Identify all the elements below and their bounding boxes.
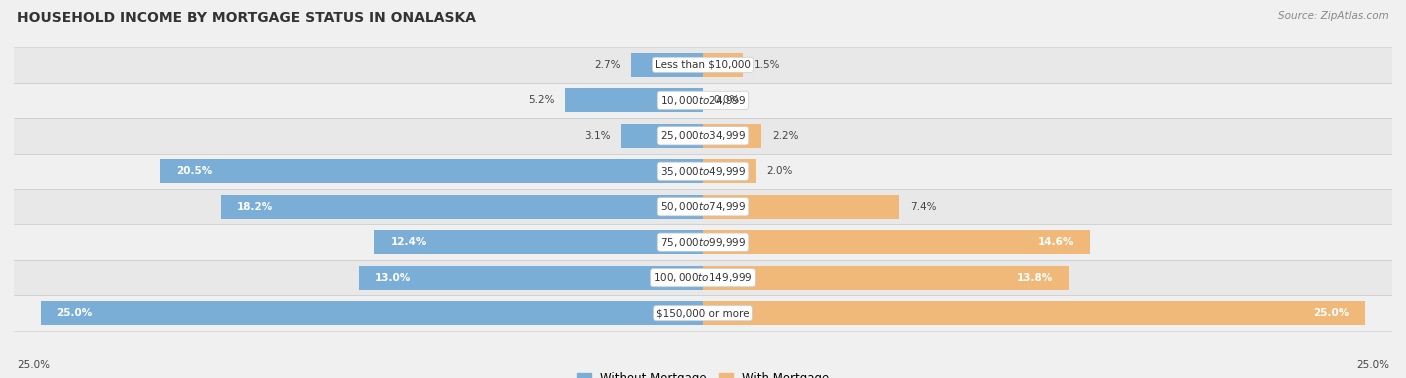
Bar [703,301,1365,325]
Text: 13.0%: 13.0% [374,273,411,283]
Text: 20.5%: 20.5% [176,166,212,176]
Bar [14,189,1392,225]
Bar [359,266,703,290]
Text: 14.6%: 14.6% [1038,237,1074,247]
Text: 2.2%: 2.2% [772,131,799,141]
Text: $10,000 to $24,999: $10,000 to $24,999 [659,94,747,107]
Text: 2.7%: 2.7% [595,60,621,70]
Text: 3.1%: 3.1% [583,131,610,141]
Text: 25.0%: 25.0% [1313,308,1350,318]
Text: 25.0%: 25.0% [17,361,49,370]
Text: 0.0%: 0.0% [714,95,740,105]
Text: 2.0%: 2.0% [766,166,793,176]
Bar [41,301,703,325]
Bar [14,295,1392,331]
Bar [565,88,703,112]
Bar [14,83,1392,118]
Bar [703,266,1069,290]
Text: $35,000 to $49,999: $35,000 to $49,999 [659,165,747,178]
Bar [703,230,1090,254]
Bar [221,195,703,219]
Text: 25.0%: 25.0% [56,308,93,318]
Text: Source: ZipAtlas.com: Source: ZipAtlas.com [1278,11,1389,21]
Bar [703,124,761,148]
Text: HOUSEHOLD INCOME BY MORTGAGE STATUS IN ONALASKA: HOUSEHOLD INCOME BY MORTGAGE STATUS IN O… [17,11,475,25]
Text: 1.5%: 1.5% [754,60,780,70]
Bar [374,230,703,254]
Bar [14,260,1392,295]
Bar [160,159,703,183]
Text: $100,000 to $149,999: $100,000 to $149,999 [654,271,752,284]
Bar [703,195,898,219]
Text: Less than $10,000: Less than $10,000 [655,60,751,70]
Text: $150,000 or more: $150,000 or more [657,308,749,318]
Bar [14,47,1392,83]
Bar [703,53,742,77]
Bar [703,159,756,183]
Bar [14,153,1392,189]
Bar [14,118,1392,153]
Text: $75,000 to $99,999: $75,000 to $99,999 [659,236,747,249]
Text: $25,000 to $34,999: $25,000 to $34,999 [659,129,747,142]
Bar [621,124,703,148]
Text: 5.2%: 5.2% [529,95,554,105]
Text: 7.4%: 7.4% [910,202,936,212]
Text: 25.0%: 25.0% [1357,361,1389,370]
Bar [631,53,703,77]
Text: $50,000 to $74,999: $50,000 to $74,999 [659,200,747,213]
Text: 13.8%: 13.8% [1017,273,1053,283]
Legend: Without Mortgage, With Mortgage: Without Mortgage, With Mortgage [572,367,834,378]
Text: 18.2%: 18.2% [236,202,273,212]
Text: 12.4%: 12.4% [391,237,426,247]
Bar [14,225,1392,260]
